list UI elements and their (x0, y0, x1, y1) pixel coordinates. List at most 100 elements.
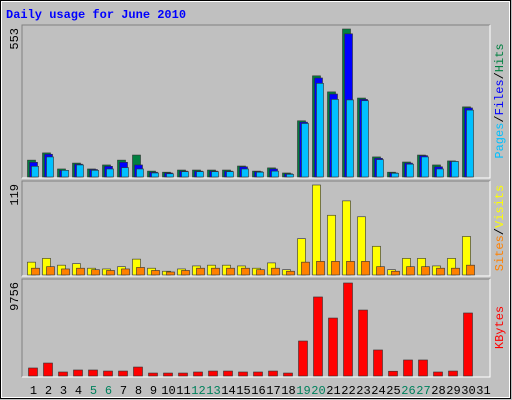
panel-light (22, 25, 491, 179)
bar (301, 261, 310, 276)
legend-entry: Sites (493, 235, 507, 271)
legend-separator: / (493, 72, 507, 79)
x-tick-label: 30 (461, 384, 475, 398)
x-tick-label: 28 (431, 384, 445, 398)
bar (256, 171, 264, 178)
bar (136, 267, 145, 276)
bar (286, 174, 294, 178)
bar (406, 266, 415, 276)
x-tick-label: 6 (105, 384, 112, 398)
x-tick-label: 14 (221, 384, 235, 398)
y-tick-label: 119 (8, 184, 22, 206)
bar (448, 370, 458, 377)
x-tick-label: 26 (401, 384, 415, 398)
bar (466, 109, 474, 178)
bar (241, 267, 250, 276)
x-tick-label: 2 (45, 384, 52, 398)
bar (136, 168, 144, 178)
bar (391, 270, 400, 276)
legend: KBytes (493, 306, 507, 349)
bar (46, 266, 55, 276)
x-tick-label: 10 (161, 384, 175, 398)
y-tick-label: 9756 (8, 282, 22, 311)
bar (166, 173, 174, 178)
bar (313, 296, 323, 377)
bar (388, 370, 398, 377)
bar (328, 317, 338, 377)
bar (358, 309, 368, 377)
bar (88, 369, 98, 377)
panel-light (22, 279, 491, 378)
bar (106, 270, 115, 276)
bar (163, 372, 173, 377)
bar (106, 168, 114, 178)
bar (286, 270, 295, 276)
panel-shadow (21, 278, 490, 377)
bar (301, 123, 309, 178)
legend-entry: Files (493, 79, 507, 115)
panel-light (22, 181, 491, 277)
legend: Sites/Visits (493, 185, 507, 271)
x-tick-label: 12 (191, 384, 205, 398)
panel (22, 25, 490, 178)
bar (436, 267, 445, 276)
bar (133, 366, 143, 377)
bar (76, 164, 84, 178)
bar (238, 371, 248, 377)
bar (376, 266, 385, 276)
bar (421, 156, 429, 178)
bar (403, 359, 413, 377)
bar (331, 99, 339, 178)
bar (226, 171, 234, 178)
bar (343, 282, 353, 377)
legend-entry: Visits (493, 185, 507, 228)
bar (373, 349, 383, 377)
bar (391, 172, 399, 178)
x-tick-label: 27 (416, 384, 430, 398)
legend-separator: / (493, 228, 507, 235)
bar (418, 359, 428, 377)
bar (283, 372, 293, 377)
bar (466, 264, 475, 276)
bar (31, 165, 39, 178)
bar (166, 271, 175, 276)
legend-entry: Pages (493, 123, 507, 159)
bar (346, 261, 355, 276)
bar (193, 371, 203, 377)
bar (421, 266, 430, 276)
x-tick-label: 19 (296, 384, 310, 398)
bar (361, 100, 369, 178)
bar (226, 267, 235, 276)
x-tick-label: 24 (371, 384, 385, 398)
bar (253, 371, 263, 377)
bar (361, 261, 370, 276)
x-tick-label: 5 (90, 384, 97, 398)
x-tick-label: 8 (135, 384, 142, 398)
bar (211, 171, 219, 178)
bar (463, 312, 473, 377)
bar (118, 370, 128, 377)
bar (196, 171, 204, 178)
legend-entry: Hits (493, 43, 507, 72)
legend: Pages/Files/Hits (493, 43, 507, 158)
bar (46, 156, 54, 178)
bar (196, 267, 205, 276)
x-tick-label: 3 (60, 384, 67, 398)
bar (268, 370, 278, 377)
bar (316, 83, 324, 178)
x-tick-label: 18 (281, 384, 295, 398)
x-tick-label: 11 (176, 384, 190, 398)
bar (331, 261, 340, 276)
bar (103, 370, 113, 377)
bar (76, 267, 85, 276)
x-tick-label: 22 (341, 384, 355, 398)
bar (151, 270, 160, 276)
legend-entry: KBytes (493, 306, 507, 349)
bar (406, 163, 414, 178)
bar (346, 99, 354, 178)
bar (121, 167, 129, 178)
x-tick-label: 1 (30, 384, 37, 398)
bar (121, 268, 130, 276)
